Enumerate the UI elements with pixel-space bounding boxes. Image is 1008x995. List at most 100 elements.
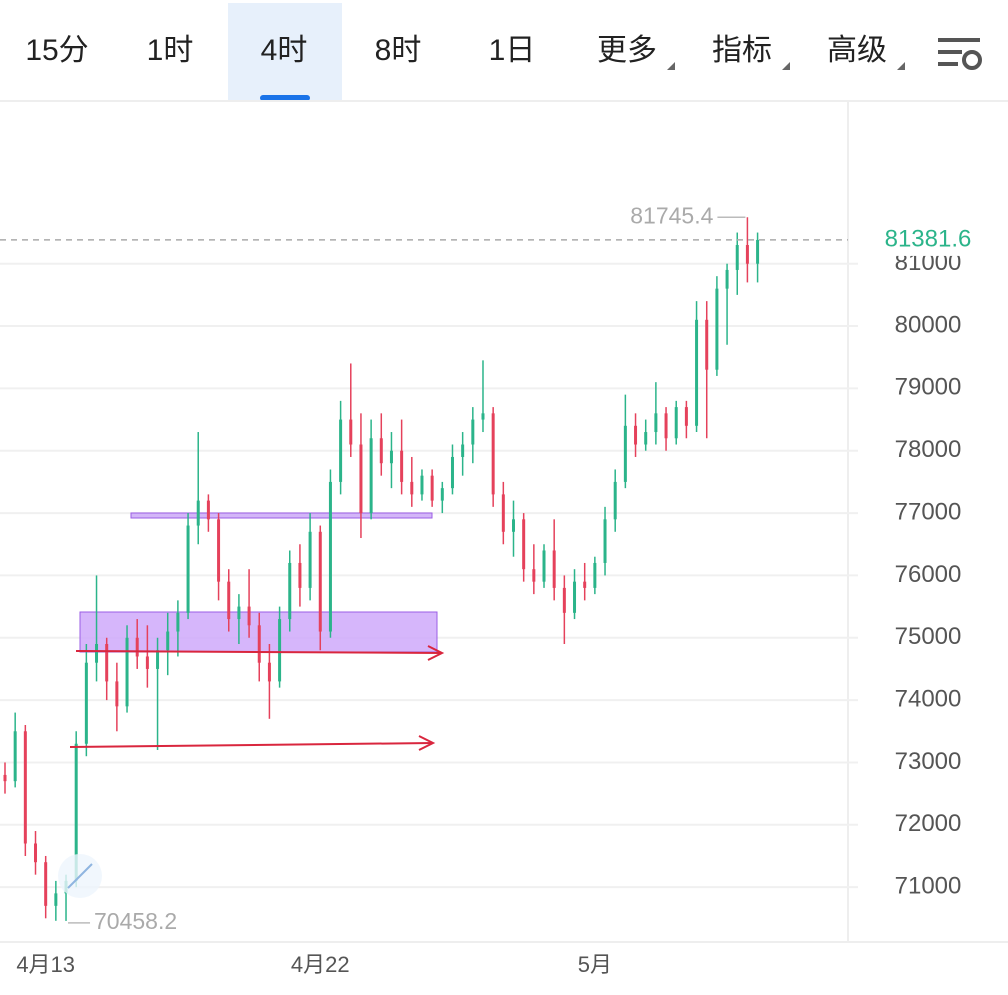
max-label: 81745.4 <box>630 202 713 228</box>
candle-body <box>84 662 88 744</box>
x-tick-label: 4月22 <box>291 952 350 977</box>
candle-body <box>278 619 282 682</box>
candle-body <box>125 637 129 707</box>
dropdown-caret <box>667 62 675 70</box>
candle-body <box>95 644 99 663</box>
zone-drawing <box>130 512 433 519</box>
candle-body <box>339 419 343 482</box>
candle-body <box>654 413 658 433</box>
candle-body <box>512 519 515 532</box>
candle-body <box>715 288 719 370</box>
y-tick-label: 77000 <box>895 498 962 525</box>
candle-body <box>705 319 709 370</box>
candle-body <box>735 245 739 270</box>
candle-body <box>145 656 149 669</box>
candle-body <box>105 644 109 682</box>
candle-body <box>34 843 38 863</box>
candle-body <box>532 569 536 582</box>
dropdown-caret <box>782 62 790 70</box>
candle-body <box>440 488 444 501</box>
candle-body <box>176 612 180 632</box>
candle-body <box>603 519 607 563</box>
candle-body <box>583 581 587 588</box>
last-price-box <box>858 223 998 256</box>
candle-body <box>725 269 729 289</box>
y-tick-label: 75000 <box>895 623 962 650</box>
tab[interactable]: 4时 <box>261 34 308 67</box>
tab[interactable]: 1时 <box>147 34 194 67</box>
candle-body <box>389 450 393 464</box>
candle-body <box>308 531 312 588</box>
tab[interactable]: 高级 <box>827 34 887 67</box>
candle-body <box>420 475 424 495</box>
tab[interactable]: 指标 <box>712 34 772 67</box>
last-price-label: 81381.6 <box>885 225 972 252</box>
candle-body <box>430 475 434 501</box>
candle-body <box>623 425 627 482</box>
candle-body <box>481 413 485 420</box>
candle-body <box>684 407 688 426</box>
candle-body <box>54 893 58 906</box>
candle-body <box>237 606 241 620</box>
candle-body <box>613 481 617 520</box>
x-tick-label: 5月 <box>578 952 612 977</box>
y-tick-label: 73000 <box>895 748 962 775</box>
y-tick-label: 74000 <box>895 685 962 712</box>
candle-body <box>288 562 292 620</box>
candle-body <box>206 500 210 520</box>
candle-body <box>542 550 546 582</box>
candle-body <box>461 444 465 457</box>
candle-body <box>695 319 699 426</box>
candle-body <box>674 407 678 439</box>
candle-body <box>135 637 139 657</box>
y-tick-label: 76000 <box>895 561 962 588</box>
min-label: 70458.2 <box>94 908 177 934</box>
candle-body <box>318 531 322 632</box>
candle-body <box>501 494 505 532</box>
candle-body <box>328 481 332 632</box>
nav-button[interactable] <box>58 854 102 898</box>
x-tick-label: 4月13 <box>16 952 75 977</box>
candle-body <box>369 438 373 514</box>
candle-body <box>359 444 363 514</box>
candle-body <box>298 562 302 588</box>
candle-body <box>267 662 271 682</box>
candle-body <box>522 519 526 570</box>
candle-body <box>217 519 221 582</box>
candle-body <box>196 500 200 526</box>
candle-body <box>156 650 160 669</box>
y-tick-label: 80000 <box>895 311 962 338</box>
candle-body <box>257 625 261 663</box>
candle-body <box>562 587 566 613</box>
candle-body <box>552 550 556 588</box>
candle-body <box>593 562 597 588</box>
candle-body <box>745 245 749 264</box>
active-tab-bg <box>228 3 342 100</box>
tab[interactable]: 更多 <box>597 34 657 67</box>
candle-body <box>247 606 251 626</box>
tab[interactable]: 15分 <box>25 34 88 67</box>
candle-body <box>13 731 17 782</box>
candle-body <box>491 413 495 495</box>
candle-body <box>573 581 577 613</box>
candle-body <box>3 774 7 782</box>
arrow-drawings <box>69 645 445 751</box>
candle-body <box>400 450 404 482</box>
candle-body <box>634 425 638 445</box>
dropdown-caret <box>897 62 905 70</box>
y-tick-label: 79000 <box>895 374 962 401</box>
candle-body <box>410 481 414 495</box>
tab[interactable]: 8时 <box>375 34 422 67</box>
candle-body <box>227 581 231 620</box>
settings-icon[interactable] <box>938 38 982 70</box>
tab[interactable]: 1日 <box>489 34 536 67</box>
candle-body <box>74 743 78 881</box>
candle-body <box>471 419 475 445</box>
candle-body <box>349 419 353 445</box>
candle-body <box>166 631 170 651</box>
candle-body <box>23 731 27 844</box>
candle-body <box>379 438 383 464</box>
candle-body <box>664 413 668 439</box>
y-tick-label: 72000 <box>895 810 962 837</box>
